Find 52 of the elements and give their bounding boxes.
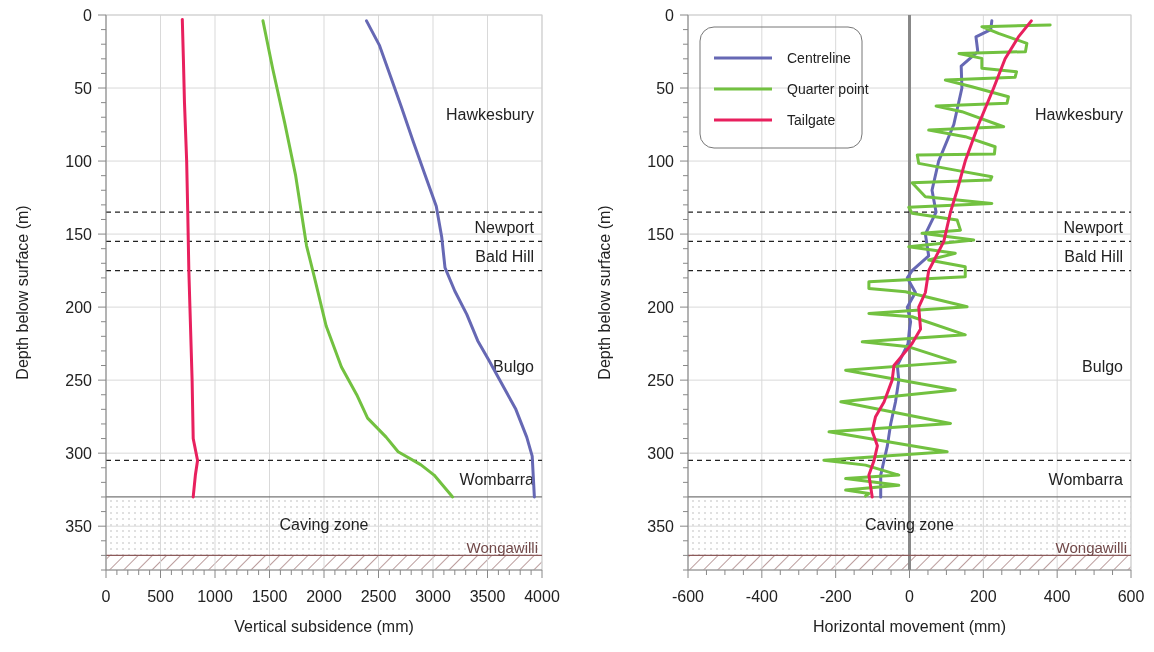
y-tick-label: 200 (65, 299, 93, 317)
annotation: Bald Hill (1064, 247, 1123, 265)
band-label: Wongawilli (466, 539, 538, 557)
x-tick-label: 3000 (415, 588, 451, 605)
y-tick-label: 350 (647, 518, 675, 536)
y-tick-label: 250 (647, 372, 675, 390)
y-tick-label: 50 (656, 80, 675, 98)
annotation: Bulgo (493, 357, 535, 375)
band-label: Wongawilli (1055, 539, 1127, 557)
y-tick-label: 100 (647, 153, 675, 171)
x-tick-label: 400 (1043, 588, 1071, 605)
x-tick-label: 1500 (251, 588, 288, 605)
legend-label: Tailgate (787, 112, 836, 128)
y-tick-label: 150 (65, 226, 93, 244)
x-tick-label: 500 (147, 588, 174, 605)
annotation: Bulgo (1082, 357, 1124, 375)
x-tick-label: 0 (101, 588, 111, 605)
x-tick-label: 200 (969, 588, 997, 605)
y-tick-label: 0 (665, 7, 675, 24)
annotation: Hawkesbury (445, 105, 534, 123)
y-tick-label: 100 (65, 153, 93, 171)
band-label: Caving zone (865, 516, 955, 534)
y-tick-label: 300 (647, 445, 675, 463)
x-tick-label: -400 (745, 588, 778, 605)
y-tick-label: 200 (647, 299, 675, 317)
annotation: Newport (1063, 218, 1124, 236)
y-tick-label: 350 (65, 518, 93, 536)
y-axis-title: Depth below surface (m) (14, 205, 31, 380)
annotation: Newport (474, 218, 535, 236)
x-tick-label: -600 (671, 588, 705, 605)
y-tick-label: 0 (83, 7, 93, 24)
annotation: Hawkesbury (1034, 105, 1123, 123)
band-label: Caving zone (279, 516, 369, 534)
x-tick-label: 600 (1117, 588, 1145, 605)
y-tick-label: 300 (65, 445, 93, 463)
legend-label: Centreline (787, 50, 852, 66)
x-axis-title: Vertical subsidence (mm) (234, 618, 414, 635)
x-tick-label: 3500 (469, 588, 506, 605)
x-axis-title: Horizontal movement (mm) (813, 618, 1006, 635)
y-tick-label: 50 (74, 80, 93, 98)
y-tick-label: 150 (647, 226, 675, 244)
x-tick-label: 2500 (360, 588, 397, 605)
y-tick-label: 250 (65, 372, 93, 390)
x-tick-label: 1000 (197, 588, 233, 605)
x-tick-label: 4000 (524, 588, 560, 605)
y-axis-title: Depth below surface (m) (596, 205, 613, 380)
x-tick-label: 2000 (306, 588, 342, 605)
annotation: Bald Hill (475, 247, 534, 265)
x-tick-label: -200 (819, 588, 852, 605)
annotation: Wombarra (1048, 470, 1124, 488)
legend-label: Quarter point (787, 81, 869, 97)
x-tick-label: 0 (905, 588, 915, 605)
